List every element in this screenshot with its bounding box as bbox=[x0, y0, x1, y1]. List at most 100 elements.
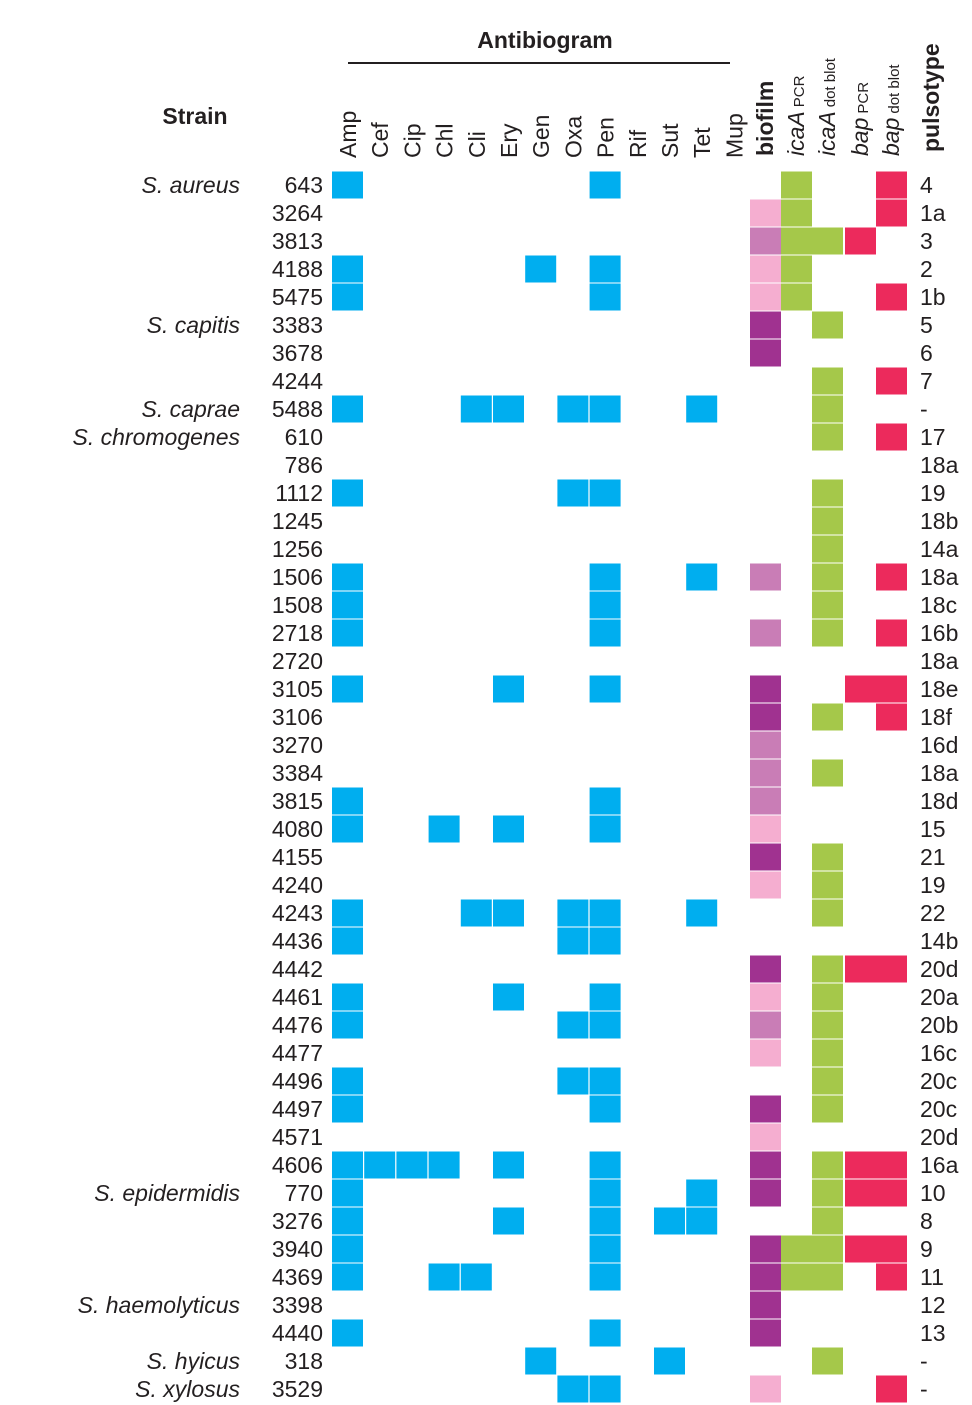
strain-label: 1245 bbox=[272, 508, 323, 534]
bap-dot-cell bbox=[876, 563, 907, 591]
pulsotype-label: 10 bbox=[920, 1180, 946, 1206]
bap-dot-cell bbox=[876, 1375, 907, 1403]
bap-pcr-cell bbox=[845, 955, 876, 983]
strain-label: 3529 bbox=[272, 1376, 323, 1402]
strain-label: 4243 bbox=[272, 900, 323, 926]
table-row bbox=[750, 731, 781, 759]
biofilm-cell bbox=[750, 1039, 781, 1067]
pulsotype-label: 9 bbox=[920, 1236, 933, 1262]
bap-pcr-cell bbox=[845, 227, 876, 255]
resistance-cell-pen bbox=[589, 1375, 621, 1403]
resistance-cell-pen bbox=[589, 591, 621, 619]
bap-dot-cell bbox=[876, 619, 907, 647]
icaA-dot-cell bbox=[812, 1067, 843, 1095]
biofilm-cell bbox=[750, 703, 781, 731]
table-row bbox=[750, 871, 843, 899]
icaA-pcr-cell bbox=[781, 283, 812, 311]
strain-label: 3270 bbox=[272, 732, 323, 758]
antibiotic-header-ery: Ery bbox=[496, 123, 522, 158]
strain-label: 1506 bbox=[272, 564, 323, 590]
biofilm-cell bbox=[750, 843, 781, 871]
icaA-dot-cell bbox=[812, 535, 843, 563]
strain-label: 3105 bbox=[272, 676, 323, 702]
table-row bbox=[332, 983, 843, 1011]
resistance-cell-amp bbox=[332, 1179, 363, 1207]
resistance-cell-oxa bbox=[557, 1067, 589, 1095]
strain-label: 4080 bbox=[272, 816, 323, 842]
table-row bbox=[332, 1207, 843, 1235]
strain-label: 4369 bbox=[272, 1264, 323, 1290]
icaA-dot-cell bbox=[812, 1347, 843, 1375]
icaA-dot-cell bbox=[812, 1179, 843, 1207]
strain-label: 643 bbox=[285, 172, 323, 198]
strain-label: 4155 bbox=[272, 844, 323, 870]
resistance-cell-pen bbox=[589, 1207, 621, 1235]
strain-label: 4497 bbox=[272, 1096, 323, 1122]
table-row bbox=[332, 479, 843, 507]
table-row bbox=[750, 955, 907, 983]
biofilm-cell bbox=[750, 759, 781, 787]
pulsotype-label: - bbox=[920, 1376, 928, 1402]
resistance-cell-oxa bbox=[557, 395, 589, 423]
table-row bbox=[750, 339, 781, 367]
table-row bbox=[332, 1235, 907, 1263]
pulsotype-label: 1b bbox=[920, 284, 946, 310]
pulsotype-label: 20c bbox=[920, 1068, 957, 1094]
resistance-cell-cip bbox=[396, 1151, 428, 1179]
resistance-cell-pen bbox=[589, 619, 621, 647]
species-label: S. epidermidis bbox=[94, 1180, 240, 1206]
table-row bbox=[332, 1011, 843, 1039]
strain-label: 4244 bbox=[272, 368, 323, 394]
strain-label: 3940 bbox=[272, 1236, 323, 1262]
resistance-cell-cef bbox=[364, 1151, 396, 1179]
table-row bbox=[812, 367, 907, 395]
chart-title: Antibiogram bbox=[477, 27, 612, 53]
bap-pcr-cell bbox=[845, 1235, 876, 1263]
bap-pcr-cell bbox=[845, 675, 876, 703]
icaA-dot-cell bbox=[812, 1011, 843, 1039]
table-row bbox=[332, 675, 907, 703]
biofilm-cell bbox=[750, 1095, 781, 1123]
biofilm-cell bbox=[750, 983, 781, 1011]
resistance-cell-amp bbox=[332, 1067, 363, 1095]
pulsotype-label: 4 bbox=[920, 172, 933, 198]
resistance-cell-pen bbox=[589, 255, 621, 283]
icaA-dot-cell bbox=[812, 1207, 843, 1235]
resistance-cell-ery bbox=[493, 675, 524, 703]
table-row bbox=[332, 283, 907, 311]
resistance-cell-pen bbox=[589, 1151, 621, 1179]
icaA-pcr-cell bbox=[781, 199, 812, 227]
cells-layer bbox=[332, 171, 907, 1403]
pulsotype-header: pulsotype bbox=[918, 43, 944, 152]
table-row bbox=[750, 1123, 781, 1151]
strain-label: 2720 bbox=[272, 648, 323, 674]
resistance-cell-amp bbox=[332, 283, 363, 311]
resistance-cell-cli bbox=[460, 899, 492, 927]
pulsotype-label: 16b bbox=[920, 620, 958, 646]
pulsotype-label: 12 bbox=[920, 1292, 946, 1318]
table-row bbox=[332, 1151, 907, 1179]
resistance-cell-amp bbox=[332, 171, 363, 199]
resistance-cell-amp bbox=[332, 255, 363, 283]
pulsotype-label: 16a bbox=[920, 1152, 959, 1178]
icaA-pcr-cell bbox=[781, 1263, 812, 1291]
strain-label: 3398 bbox=[272, 1292, 323, 1318]
pulsotype-label: 15 bbox=[920, 816, 946, 842]
icaA-dot-cell bbox=[812, 955, 843, 983]
resistance-cell-amp bbox=[332, 1151, 363, 1179]
strain-label: 4571 bbox=[272, 1124, 323, 1150]
icaA-dot-cell bbox=[812, 227, 843, 255]
antibiotic-header-chl: Chl bbox=[432, 123, 458, 158]
table-row bbox=[332, 787, 781, 815]
bap-pcr-cell bbox=[845, 1179, 876, 1207]
detection-header-icaA-pcr: icaAPCR bbox=[783, 75, 809, 156]
biofilm-cell bbox=[750, 1291, 781, 1319]
biofilm-cell bbox=[750, 1235, 781, 1263]
table-row bbox=[332, 1067, 843, 1095]
resistance-cell-pen bbox=[589, 1319, 621, 1347]
pulsotype-label: 18f bbox=[920, 704, 953, 730]
resistance-cell-pen bbox=[589, 983, 621, 1011]
resistance-cell-pen bbox=[589, 675, 621, 703]
antibiotic-header-gen: Gen bbox=[528, 115, 554, 158]
bap-dot-cell bbox=[876, 1263, 907, 1291]
